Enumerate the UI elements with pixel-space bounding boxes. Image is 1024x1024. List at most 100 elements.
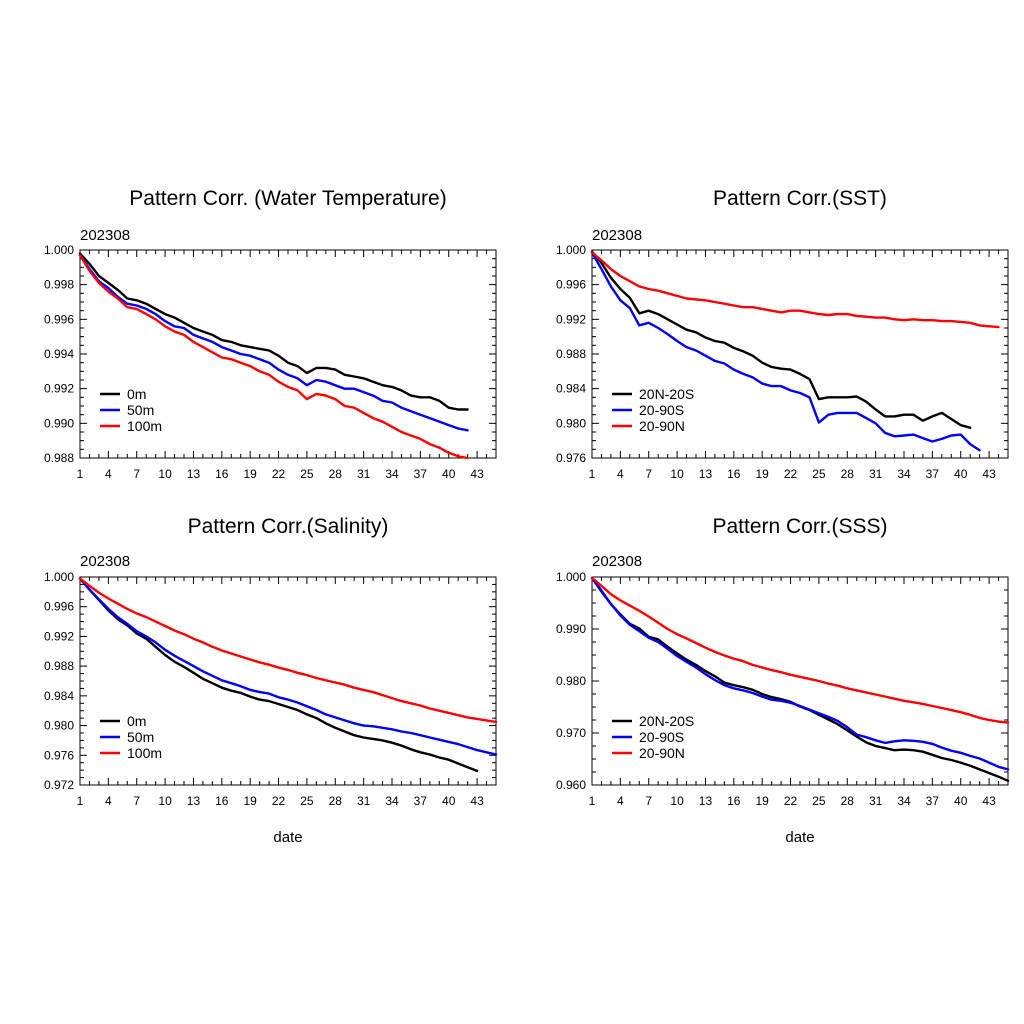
y-tick-label: 0.992 [44, 382, 74, 396]
panel-date-label: 202308 [592, 227, 642, 244]
y-tick-label: 0.980 [556, 416, 586, 430]
x-tick-label: 22 [272, 467, 286, 481]
panel-title: Pattern Corr.(SST) [713, 187, 887, 210]
y-tick-label: 0.996 [44, 600, 74, 614]
x-tick-label: 43 [982, 467, 996, 481]
x-tick-label: 4 [105, 794, 112, 808]
y-tick-label: 0.990 [44, 416, 74, 430]
panel-title: Pattern Corr. (Water Temperature) [129, 187, 446, 210]
x-tick-label: 34 [385, 467, 399, 481]
y-tick-label: 0.976 [44, 748, 74, 762]
x-tick-label: 25 [300, 794, 314, 808]
x-tick-label: 19 [244, 467, 258, 481]
y-tick-label: 0.984 [44, 689, 74, 703]
x-tick-label: 22 [272, 794, 286, 808]
x-tick-label: 40 [954, 467, 968, 481]
x-tick-label: 34 [385, 794, 399, 808]
x-tick-label: 28 [329, 794, 343, 808]
panel-water-temperature: Pattern Corr. (Water Temperature) 202308… [44, 187, 497, 481]
x-tick-label: 43 [470, 467, 484, 481]
series-line [78, 253, 469, 460]
x-tick-label: 19 [756, 794, 770, 808]
x-tick-label: 13 [699, 794, 713, 808]
x-tick-label: 28 [329, 467, 343, 481]
series-line [78, 577, 479, 773]
x-tick-label: 37 [414, 794, 428, 808]
y-tick-label: 0.988 [44, 451, 74, 465]
x-tick-label: 22 [784, 467, 798, 481]
x-tick-label: 16 [215, 794, 229, 808]
x-tick-label: 31 [869, 467, 883, 481]
legend-label: 50m [127, 729, 154, 745]
y-tick-label: 1.000 [44, 570, 74, 584]
x-axis-label: date [785, 829, 814, 846]
y-tick-label: 0.994 [44, 347, 74, 361]
y-tick-label: 0.996 [556, 278, 586, 292]
x-tick-label: 7 [645, 467, 652, 481]
y-tick-label: 0.998 [44, 278, 74, 292]
y-tick-label: 0.960 [556, 778, 586, 792]
y-tick-label: 0.990 [556, 622, 586, 636]
y-tick-label: 0.970 [556, 726, 586, 740]
x-tick-label: 7 [133, 794, 140, 808]
series-line [78, 253, 469, 432]
panel-date-label: 202308 [80, 227, 130, 244]
x-tick-label: 43 [470, 794, 484, 808]
x-tick-label: 28 [841, 794, 855, 808]
x-tick-label: 31 [357, 467, 371, 481]
y-tick-label: 0.972 [44, 778, 74, 792]
series-line [78, 577, 498, 756]
legend-label: 50m [127, 402, 154, 418]
x-tick-label: 43 [982, 794, 996, 808]
series-line [590, 251, 981, 452]
series-line [590, 576, 1010, 771]
y-tick-label: 0.980 [556, 674, 586, 688]
x-tick-label: 10 [158, 467, 172, 481]
series-line [590, 251, 1000, 329]
x-tick-label: 16 [727, 467, 741, 481]
y-tick-label: 0.980 [44, 719, 74, 733]
x-tick-label: 28 [841, 467, 855, 481]
legend-label: 20N-20S [639, 386, 694, 402]
panel-sst: Pattern Corr.(SST) 202308 1 4 7 10 13 16 19 22 2… [556, 187, 1009, 481]
x-tick-label: 10 [670, 467, 684, 481]
x-tick-label: 1 [589, 794, 596, 808]
panel-title: Pattern Corr.(Salinity) [188, 515, 389, 538]
y-tick-label: 0.988 [556, 347, 586, 361]
x-tick-label: 13 [187, 467, 201, 481]
x-tick-label: 37 [414, 467, 428, 481]
x-tick-label: 31 [869, 794, 883, 808]
legend-label: 100m [127, 745, 162, 761]
y-tick-label: 0.992 [556, 312, 586, 326]
x-tick-label: 13 [187, 794, 201, 808]
x-tick-label: 1 [77, 467, 84, 481]
x-tick-label: 37 [926, 794, 940, 808]
x-axis-label: date [273, 829, 302, 846]
x-tick-label: 34 [897, 794, 911, 808]
legend-label: 0m [127, 713, 146, 729]
panel-date-label: 202308 [80, 553, 130, 570]
panel-salinity: Pattern Corr.(Salinity) 202308 date 1 4 7 1… [44, 515, 498, 846]
y-tick-label: 0.996 [44, 312, 74, 326]
series-line [590, 576, 1010, 724]
x-tick-label: 4 [617, 467, 624, 481]
x-tick-label: 25 [812, 794, 826, 808]
series-line [590, 250, 972, 429]
y-tick-label: 1.000 [44, 243, 74, 257]
y-tick-label: 0.992 [44, 629, 74, 643]
x-tick-label: 7 [133, 467, 140, 481]
x-tick-label: 7 [645, 794, 652, 808]
legend-label: 20N-20S [639, 713, 694, 729]
x-tick-label: 10 [670, 794, 684, 808]
x-tick-label: 13 [699, 467, 713, 481]
panel-sss: Pattern Corr.(SSS) 202308 date 1 4 7 10 13 16… [556, 515, 1010, 846]
x-tick-label: 4 [105, 467, 112, 481]
x-tick-label: 16 [215, 467, 229, 481]
x-tick-label: 25 [812, 467, 826, 481]
legend-label: 20-90S [639, 402, 684, 418]
x-tick-label: 37 [926, 467, 940, 481]
panel-date-label: 202308 [592, 553, 642, 570]
x-tick-label: 31 [357, 794, 371, 808]
x-tick-label: 34 [897, 467, 911, 481]
